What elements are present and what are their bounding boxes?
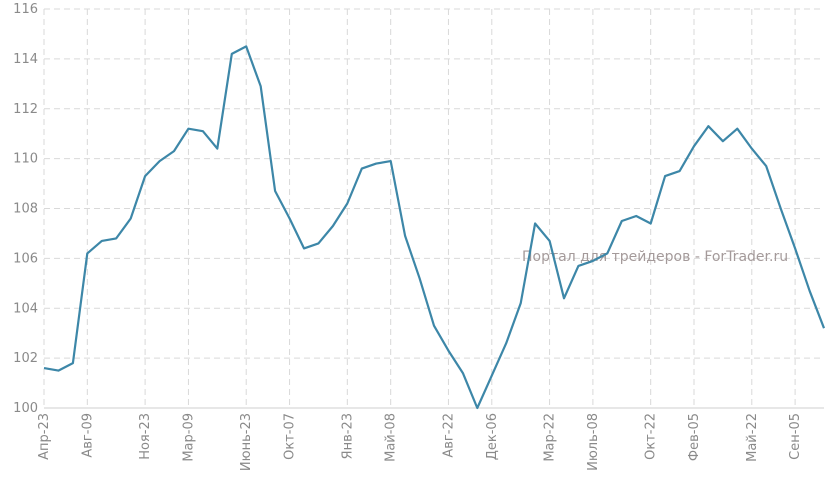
x-tick-label: Ноя-23 bbox=[138, 413, 153, 460]
y-tick-label: 112 bbox=[13, 102, 38, 117]
y-tick-label: 108 bbox=[13, 202, 38, 217]
x-tick-label: Июнь-23 bbox=[239, 413, 254, 471]
x-tick-label: Авг-22 bbox=[441, 413, 456, 458]
y-tick-label: 106 bbox=[13, 251, 38, 266]
y-tick-label: 104 bbox=[13, 301, 38, 316]
x-tick-label: Мар-22 bbox=[543, 413, 558, 462]
gridlines bbox=[43, 8, 824, 408]
y-tick-label: 114 bbox=[13, 52, 38, 67]
x-tick-label: Сен-05 bbox=[788, 413, 803, 460]
y-tick-label: 100 bbox=[13, 401, 38, 416]
watermark: Портал для трейдеров - ForTrader.ru bbox=[522, 249, 788, 265]
y-tick-label: 116 bbox=[13, 2, 38, 17]
x-tick-label: Май-22 bbox=[745, 413, 760, 462]
series-line bbox=[43, 45, 826, 410]
x-tick-label: Мар-09 bbox=[181, 413, 196, 462]
x-axis-ticks: Апр-23 Авг-09 Ноя-23 Мар-09 Июнь-23 Окт-07 Янв… bbox=[37, 413, 803, 471]
x-tick-label: Авг-09 bbox=[80, 413, 95, 458]
y-axis-ticks: 100 102 104 106 108 110 112 114 116 bbox=[13, 2, 38, 416]
x-tick-label: Фев-05 bbox=[687, 413, 702, 461]
x-tick-label: Окт-22 bbox=[644, 413, 659, 460]
x-tick-label: Янв-23 bbox=[340, 413, 355, 459]
x-tick-label: Июль-08 bbox=[586, 413, 601, 471]
x-tick-label: Дек-06 bbox=[485, 413, 500, 460]
x-tick-label: Окт-07 bbox=[283, 413, 298, 460]
x-tick-label: Апр-23 bbox=[37, 413, 52, 460]
x-tick-label: Май-08 bbox=[384, 413, 399, 462]
y-tick-label: 110 bbox=[13, 152, 38, 167]
y-tick-label: 102 bbox=[13, 351, 38, 366]
